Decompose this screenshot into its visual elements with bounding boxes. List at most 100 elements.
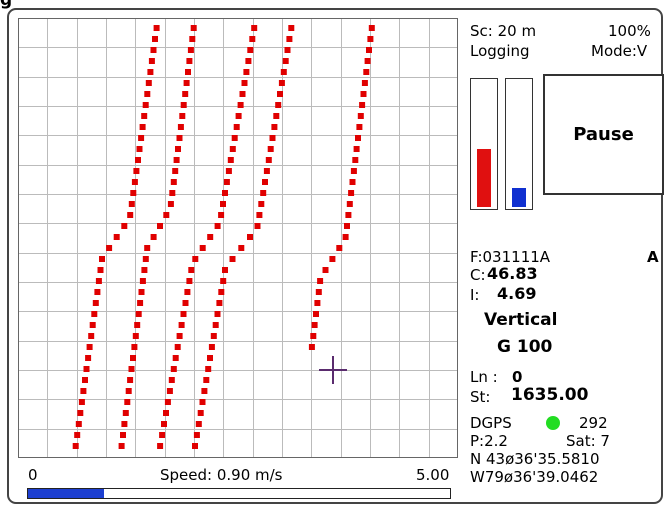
g-value: G 100 — [497, 337, 553, 357]
track-point — [139, 124, 146, 130]
track-point — [353, 146, 360, 152]
track-point — [214, 311, 221, 317]
track-point — [210, 333, 217, 339]
track-point — [363, 69, 370, 75]
track-point — [243, 69, 250, 75]
track-point — [130, 190, 137, 196]
track-point — [173, 157, 180, 163]
track-point — [164, 399, 171, 405]
dgps-status-indicator-icon — [546, 416, 560, 430]
i-value: 4.69 — [497, 284, 537, 303]
right-signal-gauge — [505, 78, 533, 210]
track-point — [239, 91, 246, 97]
track-point — [128, 201, 135, 207]
track-point — [157, 223, 163, 229]
track-point — [342, 234, 349, 240]
track-point — [150, 47, 157, 53]
survey-map[interactable] — [18, 18, 458, 458]
pause-button[interactable]: Pause — [543, 74, 664, 195]
track-point — [231, 135, 238, 141]
track-point — [262, 179, 268, 185]
track-point — [256, 212, 263, 218]
track-point — [249, 36, 256, 42]
track-point — [193, 432, 200, 438]
track-point — [251, 25, 258, 31]
speed-max-label: 5.00 — [416, 466, 450, 484]
track-point — [317, 278, 324, 284]
track-point — [229, 256, 236, 262]
track-point — [141, 113, 148, 119]
track-point — [349, 179, 356, 185]
track-point — [216, 300, 223, 306]
track-point — [118, 443, 125, 449]
track-point — [352, 157, 359, 163]
track-point — [329, 256, 336, 262]
satellite-count: Sat: 7 — [566, 432, 610, 450]
track-point — [179, 113, 186, 119]
logging-status: Logging — [470, 42, 530, 60]
track-point — [207, 355, 213, 361]
track-point — [205, 366, 212, 372]
speed-bar-fill — [28, 489, 104, 498]
track-point — [172, 168, 179, 174]
track-point — [187, 47, 194, 53]
track-point — [172, 355, 179, 361]
track-point — [183, 80, 190, 86]
track-point — [132, 333, 139, 339]
track-point — [277, 91, 283, 97]
track-point — [136, 146, 143, 152]
track-point — [88, 333, 95, 339]
track-point — [167, 201, 174, 207]
track-point — [176, 333, 183, 339]
track-point — [176, 135, 183, 141]
track-point — [247, 234, 253, 240]
track-point — [225, 168, 232, 174]
track-point — [95, 278, 102, 284]
track-point — [163, 212, 170, 218]
c-value: 46.83 — [487, 264, 538, 283]
track-point — [75, 421, 82, 427]
track-point — [192, 443, 198, 449]
mode-status: Mode:V — [591, 42, 648, 60]
left-signal-level — [477, 149, 491, 207]
track-point — [113, 234, 120, 240]
track-point — [355, 135, 361, 141]
track-point — [344, 223, 350, 229]
track-point — [235, 113, 242, 119]
track-point — [127, 212, 134, 218]
track-point — [258, 201, 265, 207]
ln-value: 0 — [512, 368, 523, 386]
track-point — [185, 69, 191, 75]
zoom-readout: 100% — [608, 22, 651, 40]
speed-label: Speed: 0.90 m/s — [160, 466, 283, 484]
position-crosshair-icon — [319, 356, 347, 384]
pdop-value: P:2.2 — [470, 432, 508, 450]
track-point — [237, 102, 244, 108]
track-point — [359, 102, 366, 108]
track-point — [77, 410, 84, 416]
track-point — [152, 36, 158, 42]
track-point — [223, 179, 230, 185]
speed-min-label: 0 — [28, 466, 38, 484]
track-point — [169, 190, 176, 196]
track-point — [265, 157, 272, 163]
track-point — [138, 289, 145, 295]
track-point — [186, 278, 193, 284]
track-point — [124, 399, 131, 405]
track-point — [229, 146, 236, 152]
track-point — [195, 421, 202, 427]
track-point — [131, 344, 138, 350]
track-point — [86, 344, 93, 350]
track-point — [106, 245, 113, 251]
track-point — [367, 36, 374, 42]
track-point — [188, 267, 195, 273]
track-point — [207, 234, 214, 240]
left-signal-gauge — [470, 78, 498, 210]
track-point — [208, 344, 215, 350]
right-signal-level — [512, 188, 526, 207]
track-point — [247, 47, 254, 53]
track-point — [121, 223, 128, 229]
track-point — [147, 69, 154, 75]
i-label: I: — [470, 286, 480, 304]
track-point — [278, 80, 285, 86]
